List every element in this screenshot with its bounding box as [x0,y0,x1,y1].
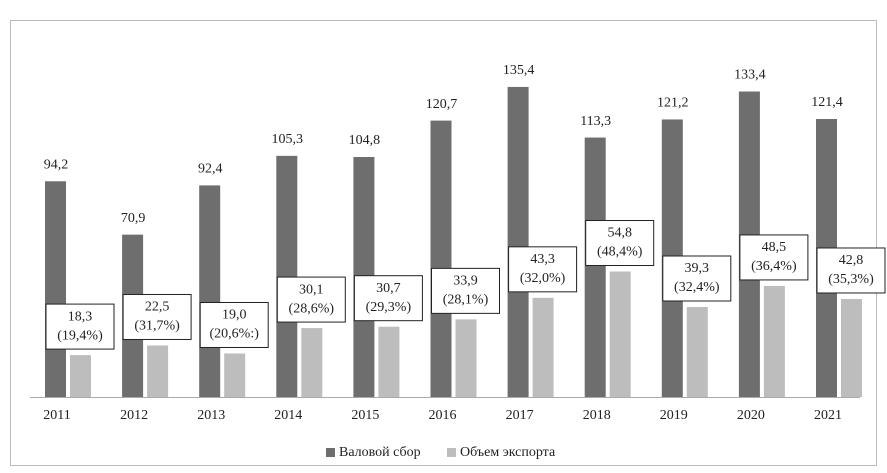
bar [276,155,298,397]
label-box [199,301,269,348]
x-tick-label: 2014 [274,408,302,423]
bar [763,285,785,397]
x-tick-label: 2020 [737,408,765,423]
x-tick-label: 2015 [351,408,379,423]
label-box [431,267,500,314]
label-box [353,275,423,322]
bar [199,185,221,397]
share-label: (28,6%) [289,301,335,316]
bar [609,271,631,397]
bar [686,307,708,397]
x-tick-label: 2018 [583,408,611,423]
data-label: 92,4 [198,162,223,177]
data-label: 42,8 [839,253,864,268]
data-label: 43,3 [530,252,555,267]
bar [45,181,66,397]
data-label: 105,3 [272,132,304,147]
bar [70,355,91,397]
share-label: (32,0%) [520,271,566,286]
data-label: 54,8 [607,226,632,241]
share-label: (35,3%) [828,272,874,287]
share-label: (29,3%) [366,300,412,315]
label-box [122,293,192,340]
data-label: 135,4 [503,63,535,78]
data-label: 70,9 [121,211,146,226]
share-label: (28,1%) [443,293,489,308]
data-label: 133,4 [734,68,766,83]
data-label: 121,4 [811,95,843,110]
x-tick-label: 2012 [120,408,148,423]
data-label: 33,9 [453,274,478,289]
share-label: (20,6%:) [210,327,260,342]
legend-swatch [326,448,335,457]
data-label: 48,5 [762,240,787,255]
share-label: (32,4%) [674,280,720,295]
label-box [739,234,809,281]
x-tick-label: 2016 [429,408,457,423]
label-box [45,303,115,350]
bar [507,86,529,398]
label-box [662,255,732,302]
legend-swatch [447,448,456,457]
x-tick-label: 2011 [43,408,70,423]
share-label: (36,4%) [751,259,797,274]
bar [147,345,169,397]
legend-label: Объем экспорта [460,445,556,460]
bar [430,120,452,398]
data-label: 18,3 [68,309,93,324]
bar [532,297,554,397]
share-label: (31,7%) [134,319,180,334]
data-label: 120,7 [426,97,458,112]
x-tick-label: 2021 [814,408,842,423]
data-label: 113,3 [580,114,611,129]
x-tick-label: 2017 [506,408,534,423]
share-label: (19,4%) [57,328,103,343]
label-box [508,246,578,293]
data-label: 121,2 [657,96,689,111]
bar [224,353,246,397]
bar [301,328,323,397]
data-label: 30,1 [299,282,324,297]
bar [584,137,606,397]
data-label: 94,2 [44,158,69,173]
share-label: (48,4%) [597,245,643,260]
bar [378,326,400,397]
data-label: 104,8 [349,133,381,148]
label-box [585,220,655,267]
x-tick-label: 2013 [197,408,225,423]
bar [455,319,477,397]
bar [841,298,862,397]
data-label: 19,0 [222,308,247,323]
data-label: 39,3 [685,261,710,276]
legend-label: Валовой сбор [339,445,421,460]
data-label: 30,7 [376,281,401,296]
label-box [816,247,886,294]
label-box [276,276,346,323]
data-label: 22,5 [145,300,170,315]
x-tick-label: 2019 [660,408,688,423]
